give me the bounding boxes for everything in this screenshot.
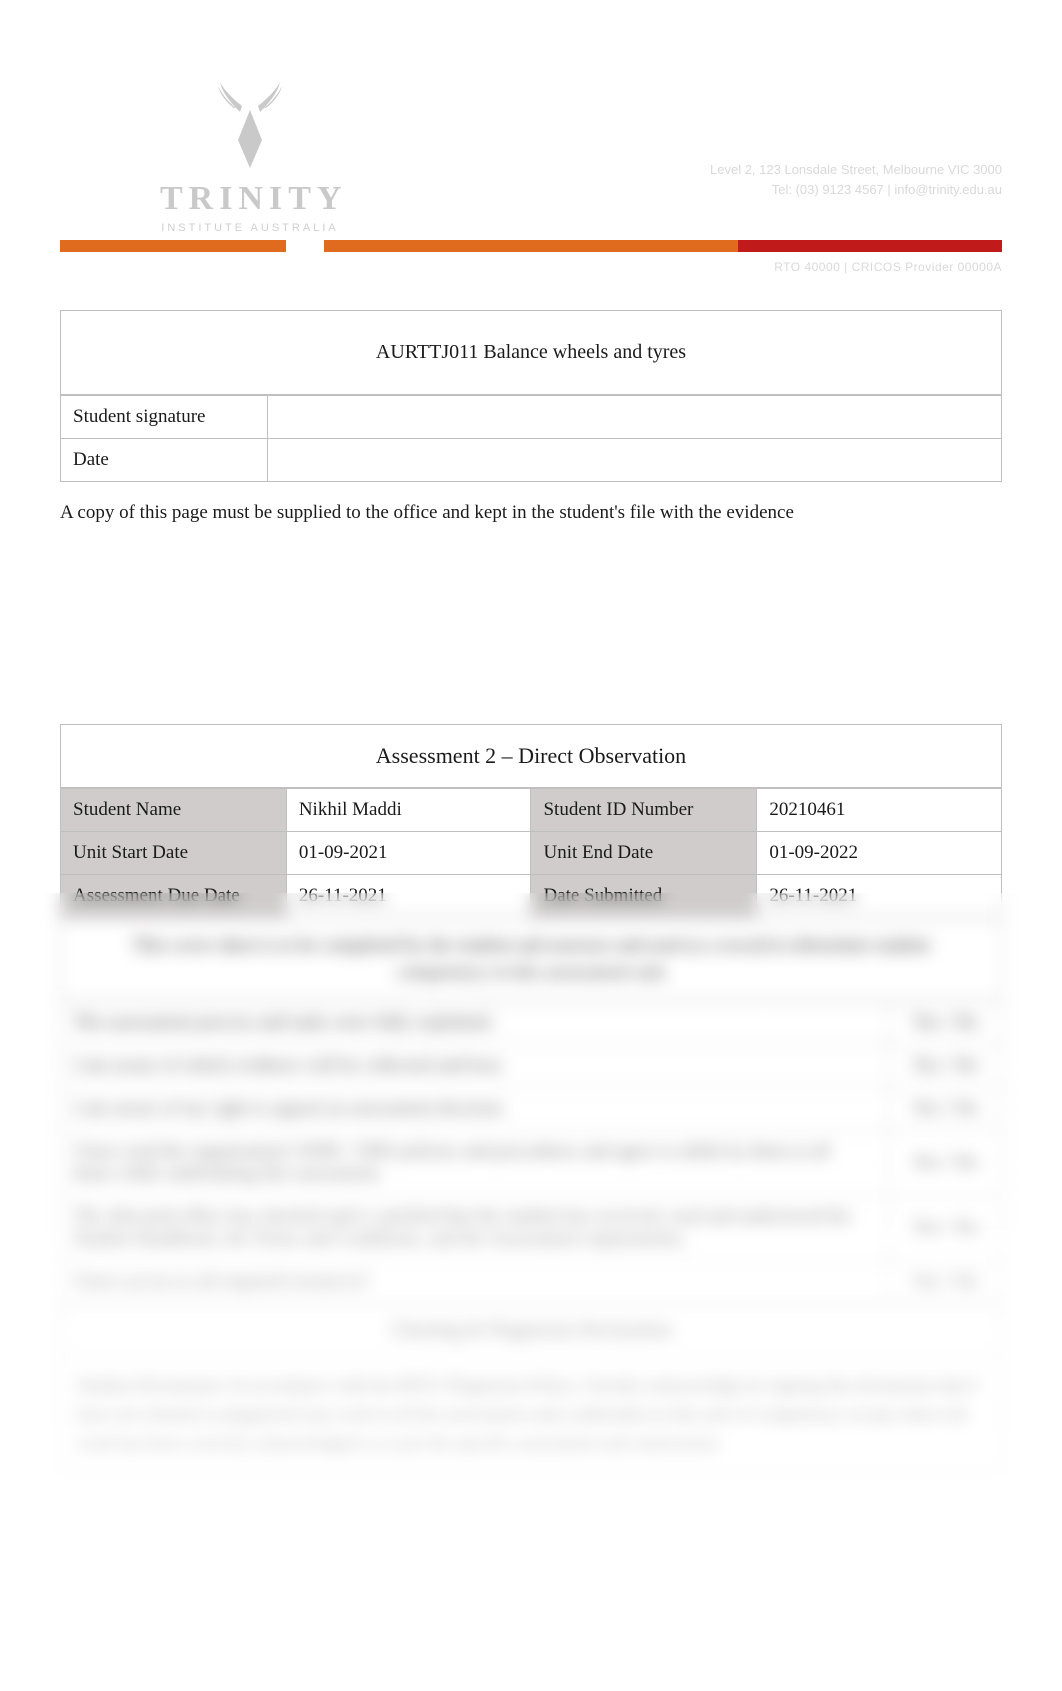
student-id-value: 20210461 [757, 789, 1002, 832]
date-field[interactable] [268, 439, 1002, 482]
logo-subtitle: INSTITUTE AUSTRALIA [160, 222, 340, 234]
table-row: The allocated office has checked and is … [61, 1196, 1002, 1261]
letterhead-address: Level 2, 123 Lonsdale Street, Melbourne … [710, 160, 1002, 199]
date-label: Date [61, 439, 268, 482]
table-row: I have read the organisation's WHS / OHS… [61, 1131, 1002, 1196]
brand-stripe [60, 240, 1002, 252]
student-signature-label: Student signature [61, 396, 268, 439]
address-line-2: Tel: (03) 9123 4567 | info@trinity.edu.a… [710, 180, 1002, 200]
table-row: The assessment process and tasks were fu… [61, 1002, 1002, 1045]
due-date-label: Assessment Due Date [61, 875, 287, 918]
unit-end-label: Unit End Date [531, 832, 757, 875]
unit-title: AURTTJ011 Balance wheels and tyres [61, 311, 1002, 395]
student-name-label: Student Name [61, 789, 287, 832]
yes-no-cell[interactable]: Yes / No [889, 1045, 1002, 1088]
letterhead: TRINITY INSTITUTE AUSTRALIA Level 2, 123… [60, 60, 1002, 310]
yes-no-cell[interactable]: Yes / No [889, 1088, 1002, 1131]
unit-title-table: AURTTJ011 Balance wheels and tyres [60, 310, 1002, 395]
check-item: The assessment process and tasks were fu… [61, 1002, 889, 1045]
acknowledgement-table: The assessment process and tasks were fu… [60, 1001, 1002, 1304]
student-signature-field[interactable] [268, 396, 1002, 439]
table-row: I am aware of which evidence will be col… [61, 1045, 1002, 1088]
table-row: Student Name Nikhil Maddi Student ID Num… [61, 789, 1002, 832]
check-item: I have read the organisation's WHS / OHS… [61, 1131, 889, 1196]
cover-note: This cover sheet is to be completed by t… [61, 919, 1002, 1001]
yes-no-cell[interactable]: Yes / No [889, 1131, 1002, 1196]
stag-icon [190, 80, 310, 170]
check-item: I have access to all required resources? [61, 1261, 889, 1304]
date-submitted-label: Date Submitted [531, 875, 757, 918]
logo: TRINITY INSTITUTE AUSTRALIA [160, 80, 340, 234]
table-row: I have access to all required resources?… [61, 1261, 1002, 1304]
address-line-1: Level 2, 123 Lonsdale Street, Melbourne … [710, 160, 1002, 180]
plagiarism-body: Student Declaration: In accordance with … [61, 1357, 1002, 1472]
plagiarism-table: Cheating & Plagiarism Declaration Studen… [60, 1304, 1002, 1472]
table-row: Date [61, 439, 1002, 482]
yes-no-cell[interactable]: Yes / No [889, 1196, 1002, 1261]
cover-note-table: This cover sheet is to be completed by t… [60, 918, 1002, 1001]
rto-cricos-line: RTO 40000 | CRICOS Provider 00000A [774, 260, 1002, 274]
logo-text: TRINITY [160, 180, 340, 218]
student-info-table: Student Name Nikhil Maddi Student ID Num… [60, 788, 1002, 918]
yes-no-cell[interactable]: Yes / No [889, 1002, 1002, 1045]
table-row: Student signature [61, 396, 1002, 439]
plagiarism-title: Cheating & Plagiarism Declaration [61, 1305, 1002, 1357]
table-row: Assessment Due Date 26-11-2021 Date Subm… [61, 875, 1002, 918]
assessment2-title: Assessment 2 – Direct Observation [61, 725, 1002, 788]
unit-start-value: 01-09-2021 [286, 832, 531, 875]
table-row: Unit Start Date 01-09-2021 Unit End Date… [61, 832, 1002, 875]
signature-table: Student signature Date [60, 395, 1002, 482]
check-item: I am aware of my right to appeal an asse… [61, 1088, 889, 1131]
copy-note: A copy of this page must be supplied to … [60, 502, 1002, 524]
unit-start-label: Unit Start Date [61, 832, 287, 875]
check-item: The allocated office has checked and is … [61, 1196, 889, 1261]
student-name-value: Nikhil Maddi [286, 789, 531, 832]
student-id-label: Student ID Number [531, 789, 757, 832]
check-item: I am aware of which evidence will be col… [61, 1045, 889, 1088]
due-date-value: 26-11-2021 [286, 875, 531, 918]
yes-no-cell[interactable]: Yes / No [889, 1261, 1002, 1304]
date-submitted-value: 26-11-2021 [757, 875, 1002, 918]
unit-end-value: 01-09-2022 [757, 832, 1002, 875]
table-row: I am aware of my right to appeal an asse… [61, 1088, 1002, 1131]
assessment2-table: Assessment 2 – Direct Observation [60, 724, 1002, 788]
